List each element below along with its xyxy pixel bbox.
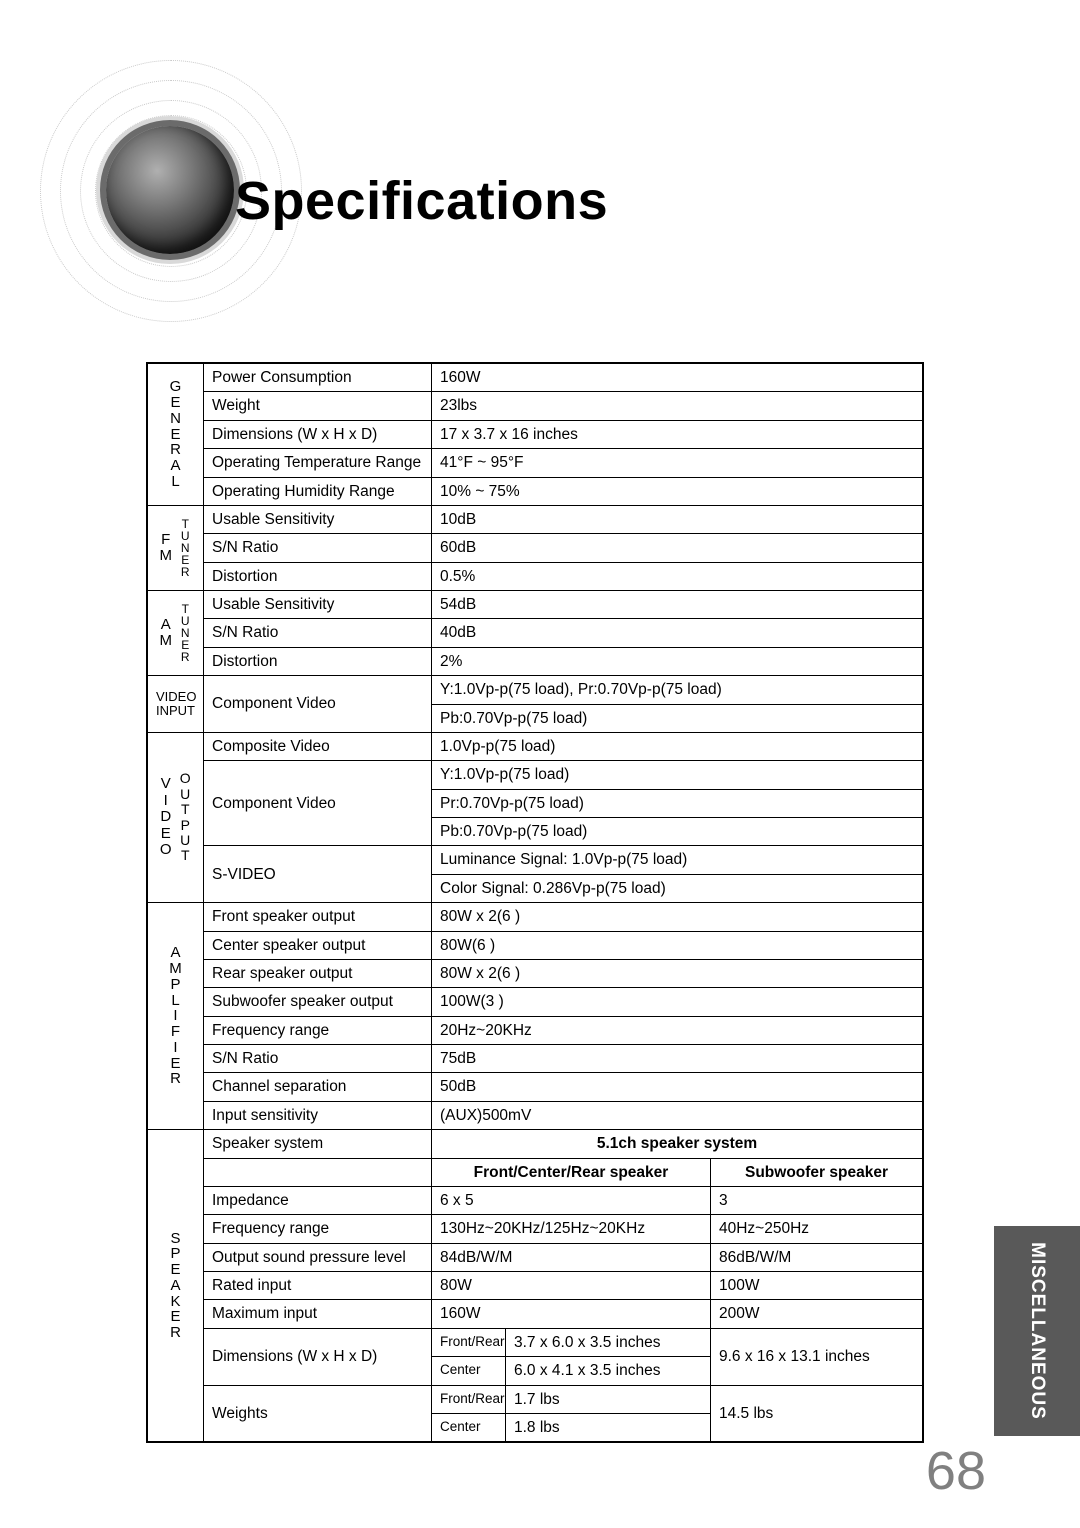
param: Distortion (204, 562, 432, 590)
param: Rear speaker output (204, 959, 432, 987)
value: 6.0 x 4.1 x 3.5 inches (506, 1357, 711, 1385)
value: Y:1.0Vp-p(75 load), Pr:0.70Vp-p(75 load) (432, 676, 923, 704)
value: Pb:0.70Vp-p(75 load) (432, 704, 923, 732)
param: Dimensions (W x H x D) (204, 1328, 432, 1385)
param: Frequency range (204, 1215, 432, 1243)
value: (AUX)500mV (432, 1101, 923, 1129)
specifications-table: GENERAL Power Consumption 160W Weight 23… (146, 362, 924, 1443)
value: 14.5 lbs (710, 1385, 922, 1442)
value: 40Hz~250Hz (710, 1215, 922, 1243)
param: S/N Ratio (204, 534, 432, 562)
category-amplifier: AMPLIFIER (148, 903, 204, 1130)
param: Front speaker output (204, 903, 432, 931)
param: Usable Sensitivity (204, 591, 432, 619)
value: 1.7 lbs (506, 1385, 711, 1413)
value: 80W x 2(6 ) (432, 959, 923, 987)
category-speaker: SPEAKER (148, 1130, 204, 1442)
value: Pr:0.70Vp-p(75 load) (432, 789, 923, 817)
param: Channel separation (204, 1073, 432, 1101)
param: Power Consumption (204, 364, 432, 392)
value: 80W (432, 1272, 711, 1300)
column-header: Subwoofer speaker (710, 1158, 922, 1186)
category-general: GENERAL (148, 364, 204, 506)
value: 9.6 x 16 x 13.1 inches (710, 1328, 922, 1385)
value: 100W(3 ) (432, 988, 923, 1016)
value: 50dB (432, 1073, 923, 1101)
param: Operating Humidity Range (204, 477, 432, 505)
value: 23lbs (432, 392, 923, 420)
param: Operating Temperature Range (204, 449, 432, 477)
param: Dimensions (W x H x D) (204, 420, 432, 448)
value: 10% ~ 75% (432, 477, 923, 505)
param: Subwoofer speaker output (204, 988, 432, 1016)
value: Color Signal: 0.286Vp-p(75 load) (432, 874, 923, 902)
param: Composite Video (204, 732, 432, 760)
value: 75dB (432, 1045, 923, 1073)
param: Component Video (204, 676, 432, 733)
value: 40dB (432, 619, 923, 647)
value: 1.0Vp-p(75 load) (432, 732, 923, 760)
sub-label: Center (432, 1413, 506, 1441)
value: Pb:0.70Vp-p(75 load) (432, 818, 923, 846)
value: 3 (710, 1186, 922, 1214)
param: Output sound pressure level (204, 1243, 432, 1271)
param: Center speaker output (204, 931, 432, 959)
page-number: 68 (926, 1440, 986, 1502)
page-title: Specifications (235, 170, 608, 232)
side-tab-miscellaneous: MISCELLANEOUS (994, 1226, 1080, 1436)
param: Input sensitivity (204, 1101, 432, 1129)
category-fm-tuner: FM TUNER (148, 505, 204, 590)
value: 86dB/W/M (710, 1243, 922, 1271)
param: S/N Ratio (204, 619, 432, 647)
value: 200W (710, 1300, 922, 1328)
sub-label: Front/Rear (432, 1328, 506, 1356)
value: 1.8 lbs (506, 1413, 711, 1441)
value: 80W(6 ) (432, 931, 923, 959)
param: Weights (204, 1385, 432, 1442)
value: 17 x 3.7 x 16 inches (432, 420, 923, 448)
column-header: Front/Center/Rear speaker (432, 1158, 711, 1186)
param: S/N Ratio (204, 1045, 432, 1073)
param: Rated input (204, 1272, 432, 1300)
value: 20Hz~20KHz (432, 1016, 923, 1044)
value: Y:1.0Vp-p(75 load) (432, 761, 923, 789)
blank-cell (204, 1158, 432, 1186)
param: Usable Sensitivity (204, 505, 432, 533)
value: 84dB/W/M (432, 1243, 711, 1271)
value: 80W x 2(6 ) (432, 903, 923, 931)
param: Maximum input (204, 1300, 432, 1328)
value: 130Hz~20KHz/125Hz~20KHz (432, 1215, 711, 1243)
category-am-tuner: AM TUNER (148, 591, 204, 676)
value: 6 x 5 (432, 1186, 711, 1214)
value: 100W (710, 1272, 922, 1300)
param: Weight (204, 392, 432, 420)
category-video-input: VIDEOINPUT (148, 676, 204, 733)
value: 41°F ~ 95°F (432, 449, 923, 477)
value: 0.5% (432, 562, 923, 590)
param: Frequency range (204, 1016, 432, 1044)
param: Component Video (204, 761, 432, 846)
category-video-output: VIDEO OUTPUT (148, 732, 204, 902)
param: Distortion (204, 647, 432, 675)
value: 3.7 x 6.0 x 3.5 inches (506, 1328, 711, 1356)
value: 160W (432, 364, 923, 392)
value: 5.1ch speaker system (432, 1130, 923, 1158)
value: 160W (432, 1300, 711, 1328)
value: 10dB (432, 505, 923, 533)
value: 2% (432, 647, 923, 675)
value: 54dB (432, 591, 923, 619)
sub-label: Front/Rear (432, 1385, 506, 1413)
param: Impedance (204, 1186, 432, 1214)
param: Speaker system (204, 1130, 432, 1158)
value: 60dB (432, 534, 923, 562)
value: Luminance Signal: 1.0Vp-p(75 load) (432, 846, 923, 874)
sub-label: Center (432, 1357, 506, 1385)
param: S-VIDEO (204, 846, 432, 903)
